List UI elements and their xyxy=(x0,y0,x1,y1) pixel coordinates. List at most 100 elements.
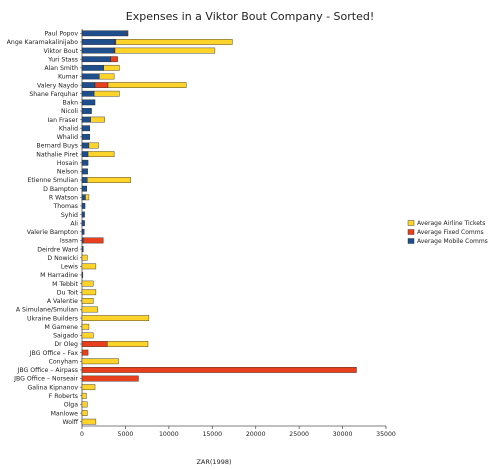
legend-swatch xyxy=(407,229,415,235)
bar-segment-average-mobile-comms xyxy=(81,125,91,132)
bar-segment-average-airline-tickets xyxy=(81,418,97,425)
category-label: Conyham xyxy=(49,358,78,365)
bar-segment-average-mobile-comms xyxy=(81,185,87,192)
bar-segment-average-airline-tickets xyxy=(81,289,97,296)
category-label: Etienne Smulian xyxy=(27,177,78,184)
legend-swatch xyxy=(407,238,415,244)
bar-segment-average-mobile-comms xyxy=(81,177,88,183)
bar-segment-average-airline-tickets xyxy=(106,341,149,347)
category-label: Ali xyxy=(70,220,78,227)
bar-segment-average-airline-tickets xyxy=(81,263,97,270)
category-label: JBG Office – Fax xyxy=(29,350,79,357)
category-label: Thomas xyxy=(52,203,78,210)
category-label: Wolff xyxy=(62,419,78,426)
bar-segment-average-mobile-comms xyxy=(81,56,111,63)
bar-segment-average-fixed-comms xyxy=(81,341,108,347)
bar-segment-average-airline-tickets xyxy=(81,332,94,339)
bar-segment-average-airline-tickets xyxy=(81,315,150,321)
bar-segment-average-airline-tickets xyxy=(88,142,99,149)
category-label: Bernard Buys xyxy=(36,143,78,150)
bar-segment-average-airline-tickets xyxy=(103,64,120,71)
category-label: Alan Smith xyxy=(44,65,78,72)
category-label: JBG Office – Airpass xyxy=(17,367,78,374)
bar-segment-average-mobile-comms xyxy=(81,64,104,71)
bar-segment-average-airline-tickets xyxy=(81,392,87,399)
bar-segment-average-mobile-comms xyxy=(81,142,90,149)
bar-segment-average-mobile-comms xyxy=(81,82,96,88)
category-label: M Harradine xyxy=(40,272,78,279)
bar-segment-average-airline-tickets xyxy=(85,194,90,201)
category-label: Bakn xyxy=(62,100,78,107)
category-label: A Simulane/Smulian xyxy=(16,307,78,314)
bar-segment-average-airline-tickets xyxy=(81,297,94,304)
bar-segment-average-airline-tickets xyxy=(81,410,88,416)
bar-segment-average-mobile-comms xyxy=(81,73,100,80)
bar-segment-average-airline-tickets xyxy=(81,254,88,261)
category-label: Deirdre Ward xyxy=(37,246,78,253)
bar-segment-average-airline-tickets xyxy=(93,90,120,97)
category-label: Issam xyxy=(60,238,78,245)
legend-entry: Average Fixed Comms xyxy=(417,229,484,236)
bar-segment-average-fixed-comms xyxy=(94,82,109,88)
legend-entry: Average Airline Tickets xyxy=(417,220,485,227)
bar-segment-average-mobile-comms xyxy=(81,108,92,114)
category-label: JBG Office – Norseair xyxy=(13,376,78,383)
bar-segment-average-mobile-comms xyxy=(81,90,95,97)
bar-segment-average-airline-tickets xyxy=(81,384,96,391)
category-label: Kumar xyxy=(58,74,78,81)
bar-segment-average-airline-tickets xyxy=(87,177,131,183)
bar-segment-average-mobile-comms xyxy=(81,116,91,123)
category-label: Syhid xyxy=(61,212,78,219)
bar-segment-average-mobile-comms xyxy=(81,168,88,175)
category-label: Olga xyxy=(64,402,79,409)
legend-entry: Average Mobile Comms xyxy=(417,238,488,245)
bar-segment-average-airline-tickets xyxy=(90,116,105,123)
category-label: Hosain xyxy=(57,160,78,167)
bar-segment-average-fixed-comms xyxy=(83,237,104,244)
x-tick-label: 15000 xyxy=(202,431,222,438)
plot-area: 0 5000 10000 15000 20000 25000 30000 35000 Paul … xyxy=(7,29,396,438)
bar-segment-average-airline-tickets xyxy=(81,306,98,313)
category-label: Whalid xyxy=(57,134,78,141)
category-label: Manlowe xyxy=(51,410,79,417)
bar-segment-average-mobile-comms xyxy=(81,30,128,37)
bar-segment-average-airline-tickets xyxy=(81,358,119,365)
bar-segment-average-airline-tickets xyxy=(87,151,115,158)
category-label: M Tebbit xyxy=(52,281,78,288)
category-label: A Valentie xyxy=(47,298,78,305)
x-axis-label: ZAR(1998) xyxy=(196,458,231,466)
category-label: Nicoli xyxy=(61,108,78,115)
category-label: R Watson xyxy=(49,194,78,201)
bar-segment-average-mobile-comms xyxy=(81,159,89,166)
bar-segment-average-mobile-comms xyxy=(81,47,115,54)
category-label: Valerie Bampton xyxy=(27,229,78,236)
bar-segment-average-fixed-comms xyxy=(110,56,118,63)
bar-segment-average-mobile-comms xyxy=(81,39,116,45)
category-label: Paul Popov xyxy=(44,31,78,38)
category-label: Ian Fraser xyxy=(47,117,78,124)
category-label: Galina Kipnanov xyxy=(28,384,79,391)
bar-segment-average-airline-tickets xyxy=(99,73,115,80)
bar-segment-average-mobile-comms xyxy=(81,203,86,209)
category-label: Dr Oleg xyxy=(54,341,78,348)
bar-segment-average-airline-tickets xyxy=(107,82,187,88)
bar-segment-average-fixed-comms xyxy=(126,30,129,37)
bar-segment-average-mobile-comms xyxy=(81,134,91,140)
category-label: Khalid xyxy=(59,125,78,132)
category-label: Yuri Stass xyxy=(47,56,78,63)
category-label: Nathalie Piret xyxy=(36,151,78,158)
category-label: Nelson xyxy=(57,169,78,176)
legend-swatch xyxy=(407,220,415,226)
bar-segment-average-fixed-comms xyxy=(81,375,139,382)
bar-segment-average-airline-tickets xyxy=(81,401,88,408)
bar-segment-average-mobile-comms xyxy=(81,99,96,106)
category-label: Du Toit xyxy=(57,289,79,296)
bar-segment-average-mobile-comms xyxy=(81,228,85,235)
category-label: D Nowicki xyxy=(47,255,78,262)
x-tick-label: 10000 xyxy=(159,431,179,438)
x-tick-label: 20000 xyxy=(246,431,266,438)
category-label: F Roberts xyxy=(49,393,78,400)
legend: Average Airline Tickets Average Fixed Com… xyxy=(407,220,488,245)
bar-segment-average-airline-tickets xyxy=(81,280,94,287)
bar-segment-average-fixed-comms xyxy=(81,349,89,356)
